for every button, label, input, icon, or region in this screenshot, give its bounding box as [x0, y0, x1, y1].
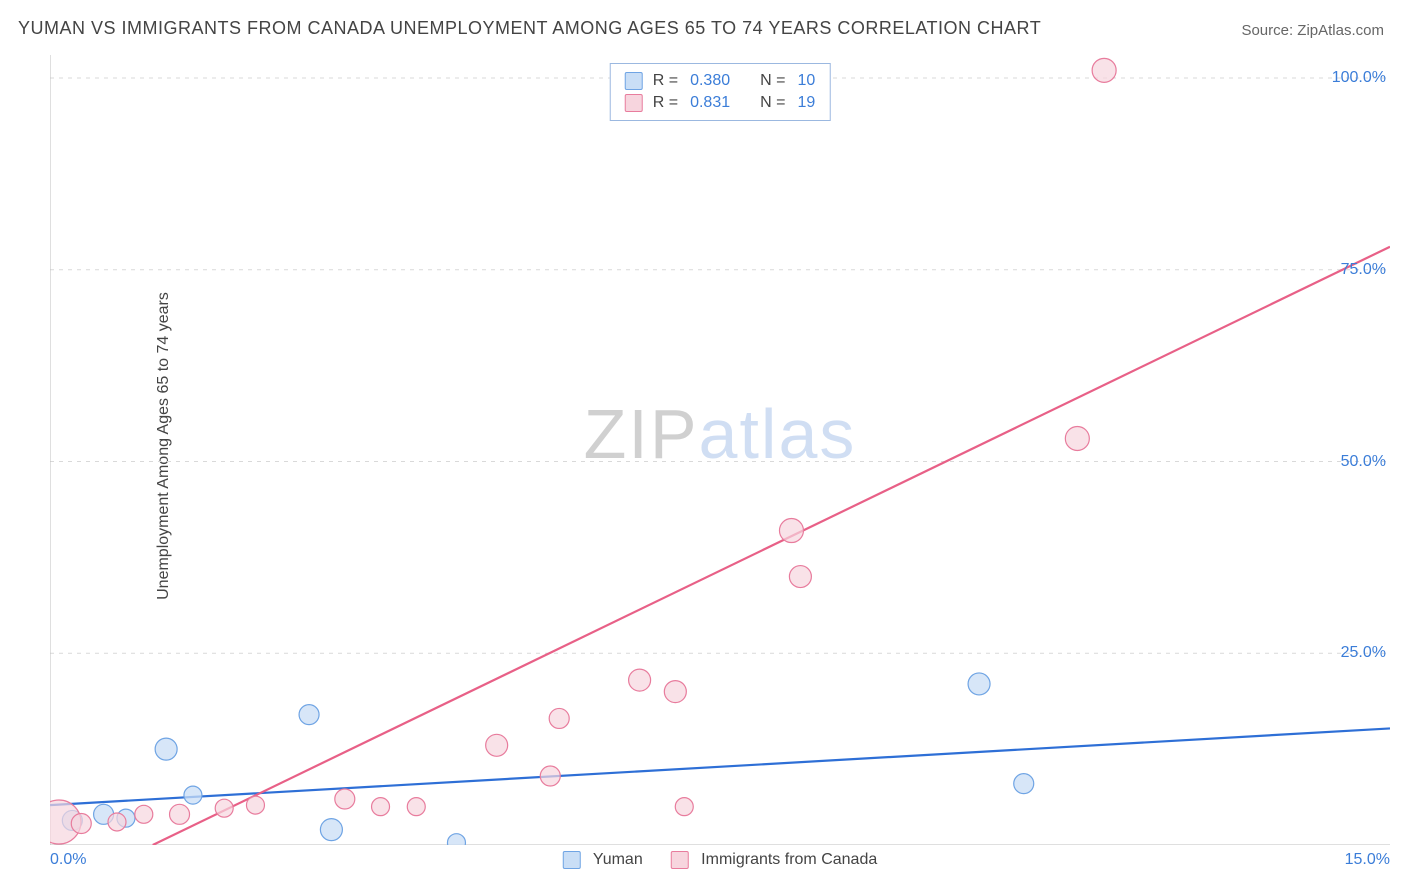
- plot-area: ZIPatlas R = 0.380 N = 10 R = 0.831 N = …: [50, 55, 1390, 845]
- legend-swatch-immigrants: [671, 851, 689, 869]
- chart-canvas: [50, 55, 1390, 845]
- legend-n-label: N =: [760, 94, 785, 112]
- x-axis-max-label: 15.0%: [1345, 851, 1390, 869]
- legend-r-value: 0.831: [690, 94, 730, 112]
- legend-swatch-immigrants: [625, 94, 643, 112]
- legend-row-immigrants: R = 0.831 N = 19: [625, 92, 816, 114]
- chart-title: YUMAN VS IMMIGRANTS FROM CANADA UNEMPLOY…: [18, 18, 1041, 39]
- correlation-legend: R = 0.380 N = 10 R = 0.831 N = 19: [610, 63, 831, 121]
- legend-r-label: R =: [653, 72, 678, 90]
- source-attribution: Source: ZipAtlas.com: [1241, 22, 1384, 39]
- legend-n-label: N =: [760, 72, 785, 90]
- legend-swatch-yuman: [625, 72, 643, 90]
- x-axis-min-label: 0.0%: [50, 851, 86, 869]
- legend-r-label: R =: [653, 94, 678, 112]
- y-tick-label: 50.0%: [1341, 453, 1386, 471]
- series-legend: Yuman Immigrants from Canada: [563, 851, 877, 869]
- y-tick-label: 75.0%: [1341, 261, 1386, 279]
- legend-n-value: 19: [797, 94, 815, 112]
- legend-label-yuman: Yuman: [593, 851, 643, 868]
- legend-n-value: 10: [797, 72, 815, 90]
- legend-row-yuman: R = 0.380 N = 10: [625, 70, 816, 92]
- legend-label-immigrants: Immigrants from Canada: [701, 851, 877, 868]
- legend-swatch-yuman: [563, 851, 581, 869]
- y-tick-label: 25.0%: [1341, 644, 1386, 662]
- y-tick-label: 100.0%: [1332, 69, 1386, 87]
- legend-item-yuman: Yuman: [563, 851, 643, 869]
- legend-item-immigrants: Immigrants from Canada: [671, 851, 878, 869]
- legend-r-value: 0.380: [690, 72, 730, 90]
